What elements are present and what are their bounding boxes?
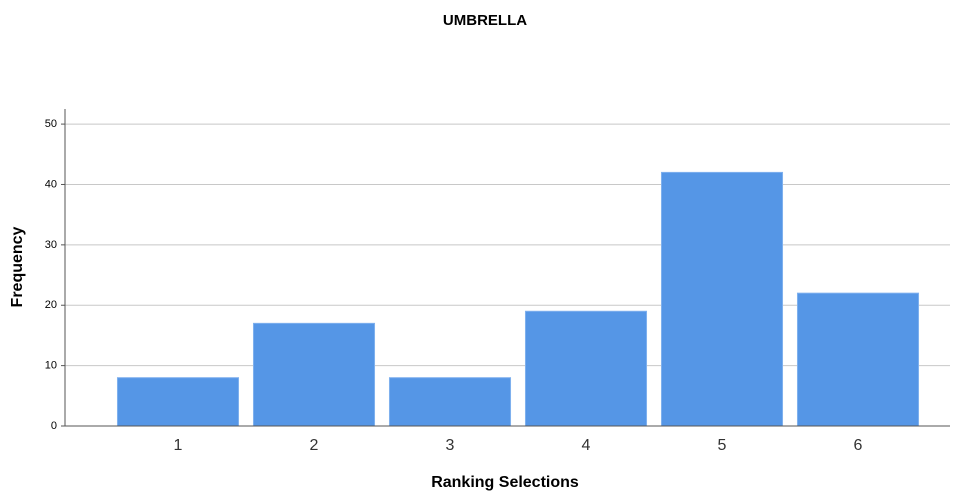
bar bbox=[116, 377, 240, 427]
x-tick-label: 1 bbox=[174, 437, 183, 454]
bar bbox=[524, 310, 648, 427]
x-tick-label: 5 bbox=[718, 437, 727, 454]
bar bbox=[388, 377, 512, 427]
y-tick-label: 40 bbox=[45, 178, 57, 190]
x-tick-label: 4 bbox=[582, 437, 591, 454]
x-tick-label: 6 bbox=[854, 437, 863, 454]
y-tick-label: 50 bbox=[45, 118, 57, 130]
x-axis-label: Ranking Selections bbox=[431, 474, 579, 491]
y-tick-label: 30 bbox=[45, 239, 57, 251]
chart-title: UMBRELLA bbox=[443, 12, 527, 29]
y-tick-label: 20 bbox=[45, 299, 57, 311]
y-tick-label: 10 bbox=[45, 360, 57, 372]
x-tick-label: 3 bbox=[446, 437, 455, 454]
bar bbox=[796, 292, 920, 427]
y-tick-label: 0 bbox=[51, 420, 57, 432]
x-tick-label: 2 bbox=[310, 437, 319, 454]
bar bbox=[660, 171, 784, 427]
bar bbox=[252, 322, 376, 427]
y-axis-label: Frequency bbox=[9, 226, 26, 307]
